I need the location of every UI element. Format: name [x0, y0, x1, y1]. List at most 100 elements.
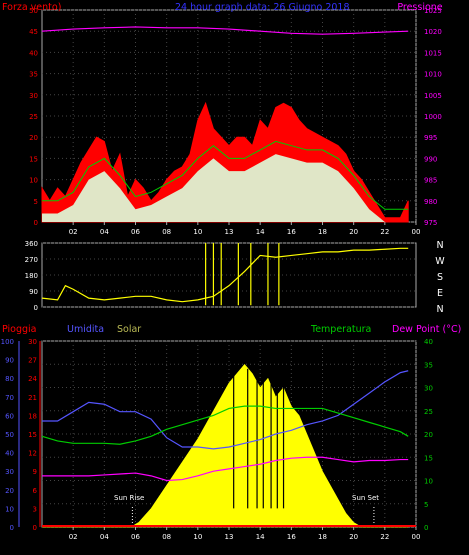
pressure-y-tick-label: 1015 — [424, 49, 442, 57]
wind-x-tick-label: 02 — [69, 228, 78, 236]
rain-y-tick-label: 0 — [33, 524, 37, 532]
direction-compass-label: W — [435, 256, 445, 267]
wind-x-tick-label: 10 — [193, 228, 202, 236]
annotation-sun-set: Sun Set — [352, 494, 379, 502]
direction-compass-label: E — [437, 288, 443, 299]
rain-y-tick-label: 3 — [33, 505, 37, 513]
humidity-y-tick-label: 70 — [5, 394, 14, 402]
humidity-y-tick-label: 10 — [5, 505, 14, 513]
wind-y-tick-label: 50 — [29, 7, 38, 15]
series-temperature — [41, 405, 409, 445]
weather-x-tick-label: 22 — [380, 533, 389, 541]
humidity-y-tick-label: 90 — [5, 357, 14, 365]
wind-y-tick-label: 45 — [29, 28, 38, 36]
weather-x-tick-label: 13 — [225, 533, 234, 541]
weather-x-tick-label: 02 — [69, 533, 78, 541]
pressure-y-tick-label: 1025 — [424, 7, 442, 15]
humidity-y-tick-label: 100 — [1, 338, 14, 346]
wind-y-tick-label: 20 — [29, 134, 38, 142]
direction-y-tick-label: 360 — [25, 240, 38, 248]
wind-x-tick-label: 14 — [256, 228, 265, 236]
temperature-y-tick-label: 15 — [424, 454, 433, 462]
series-pressure — [41, 26, 409, 35]
pressure-y-tick-label: 980 — [424, 198, 437, 206]
pressure-y-tick-label: 975 — [424, 219, 437, 227]
plot-wind-pressure: 0510152025303540455097598098599099510001… — [29, 7, 442, 236]
temperature-y-tick-label: 35 — [424, 361, 433, 369]
rain-y-tick-label: 12 — [28, 450, 37, 458]
direction-y-tick-label: 270 — [25, 256, 38, 264]
wind-y-tick-label: 30 — [29, 92, 38, 100]
humidity-y-tick-label: 40 — [5, 450, 14, 458]
humidity-y-tick-label: 60 — [5, 412, 14, 420]
rain-y-tick-label: 15 — [28, 431, 37, 439]
wind-y-tick-label: 5 — [34, 198, 38, 206]
pressure-y-tick-label: 985 — [424, 177, 437, 185]
series-humidity — [42, 370, 409, 450]
wind-x-tick-label: 13 — [225, 228, 234, 236]
series-solar — [42, 363, 409, 528]
rain-y-tick-label: 21 — [28, 394, 37, 402]
weather-x-tick-label: 08 — [162, 533, 171, 541]
weather-x-tick-label: 20 — [349, 533, 358, 541]
wind-x-tick-label: 18 — [318, 228, 327, 236]
direction-y-tick-label: 90 — [29, 288, 38, 296]
temperature-y-tick-label: 5 — [424, 501, 428, 509]
humidity-y-tick-label: 0 — [10, 524, 14, 532]
wind-y-tick-label: 15 — [29, 155, 38, 163]
wind-y-tick-label: 25 — [29, 113, 38, 121]
annotation-sun-rise: Sun Rise — [114, 494, 144, 502]
wind-x-tick-label: 16 — [287, 228, 296, 236]
weather-x-tick-label: 18 — [318, 533, 327, 541]
weather-x-tick-label: 04 — [100, 533, 109, 541]
weather-x-tick-label: 14 — [256, 533, 265, 541]
wind-y-tick-label: 10 — [29, 177, 38, 185]
humidity-label: Umidita — [67, 324, 104, 335]
temperature-y-tick-label: 25 — [424, 408, 433, 416]
chart-title: 24 hour graph data: 26 Giugno 2018 — [175, 2, 350, 13]
pressure-y-tick-label: 1005 — [424, 92, 442, 100]
rain-y-tick-label: 6 — [33, 487, 38, 495]
rain-label: Pioggia — [2, 324, 37, 335]
temperature-y-tick-label: 10 — [424, 478, 433, 486]
dewpoint-label: Dew Point (°C) — [392, 324, 461, 335]
series-dewpoint — [42, 456, 409, 482]
weather-x-tick-label: 16 — [287, 533, 296, 541]
direction-compass-label: S — [437, 272, 443, 283]
rain-y-tick-label: 9 — [33, 468, 37, 476]
pressure-y-tick-label: 1010 — [424, 71, 442, 79]
direction-compass-label: N — [436, 304, 443, 315]
weather-x-tick-label: 00 — [412, 533, 421, 541]
wind-x-tick-label: 04 — [100, 228, 109, 236]
wind-axis-label: Forza vento) — [2, 2, 61, 13]
humidity-y-tick-label: 50 — [5, 431, 14, 439]
pressure-y-tick-label: 1000 — [424, 113, 442, 121]
humidity-y-tick-label: 80 — [5, 375, 14, 383]
temperature-label: Temperatura — [310, 324, 371, 335]
series-wind-trend — [42, 140, 409, 210]
panel-temp-hum-solar: 0510152025303540010203040506070809010003… — [1, 324, 462, 541]
wind-x-tick-label: 22 — [380, 228, 389, 236]
humidity-y-tick-label: 20 — [5, 487, 14, 495]
wind-x-tick-label: 20 — [349, 228, 358, 236]
weather-x-tick-label: 10 — [193, 533, 202, 541]
rain-y-tick-label: 24 — [28, 375, 37, 383]
rain-y-tick-label: 30 — [28, 338, 37, 346]
temperature-y-tick-label: 30 — [424, 385, 433, 393]
pressure-axis-label: Pressione — [397, 2, 442, 13]
weather-x-tick-label: 06 — [131, 533, 140, 541]
temperature-y-tick-label: 0 — [424, 524, 428, 532]
pressure-y-tick-label: 995 — [424, 134, 437, 142]
series-wind-average — [42, 154, 409, 222]
wind-x-tick-label: 08 — [162, 228, 171, 236]
wind-y-tick-label: 0 — [34, 219, 38, 227]
temperature-y-tick-label: 40 — [424, 338, 433, 346]
pressure-y-tick-label: 1020 — [424, 28, 442, 36]
plot-temp-hum-solar: 0510152025303540010203040506070809010003… — [1, 338, 433, 541]
direction-compass-label: N — [436, 240, 443, 251]
wind-y-tick-label: 40 — [29, 49, 38, 57]
wind-x-tick-label: 00 — [412, 228, 421, 236]
